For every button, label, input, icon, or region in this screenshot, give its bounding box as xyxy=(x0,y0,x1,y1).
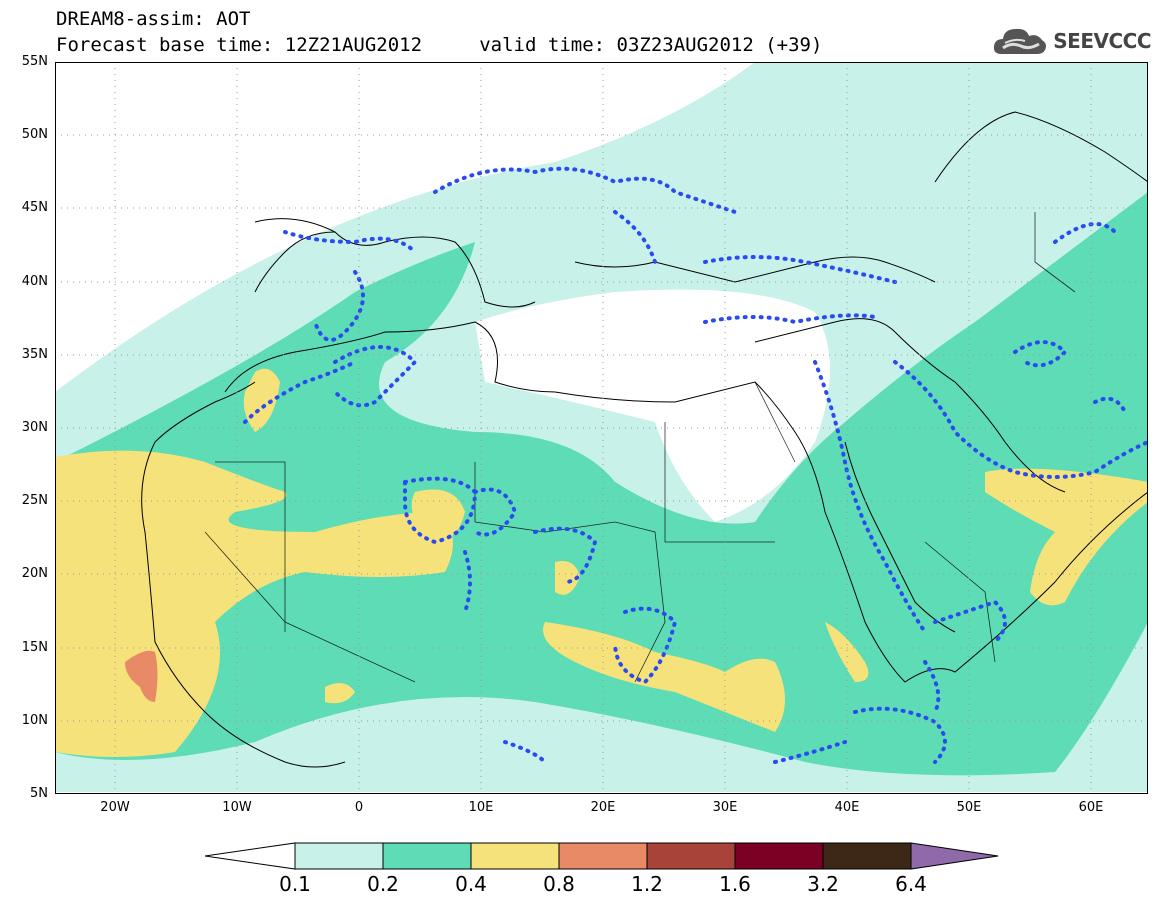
colorbar xyxy=(205,842,999,870)
y-tick-label: 15N xyxy=(21,640,48,655)
x-tick-label: 60E xyxy=(1078,800,1104,815)
x-tick-label: 10W xyxy=(222,800,252,815)
y-tick-label: 5N xyxy=(30,786,48,801)
aot-field-0.2 xyxy=(55,192,1148,776)
legend-label: 0.4 xyxy=(455,872,487,896)
aot-map xyxy=(55,62,1148,794)
x-tick-label: 40E xyxy=(834,800,860,815)
colorbar-low-arrow xyxy=(205,842,296,870)
cloud-icon xyxy=(994,28,1047,54)
colorbar-bin xyxy=(646,842,736,870)
y-tick-label: 55N xyxy=(21,54,48,69)
y-tick-label: 35N xyxy=(21,347,48,362)
y-tick-label: 40N xyxy=(21,274,48,289)
x-tick-label: 50E xyxy=(956,800,982,815)
x-tick-label: 20E xyxy=(590,800,616,815)
forecast-time-line: Forecast base time: 12Z21AUG2012 valid t… xyxy=(56,34,823,56)
seevccc-logo: SEEVCCC xyxy=(991,24,1151,58)
aot-field-0.8 xyxy=(125,650,158,702)
legend-label: 1.6 xyxy=(719,872,751,896)
clear-area xyxy=(475,289,830,522)
legend-label: 6.4 xyxy=(895,872,927,896)
colorbar-bin xyxy=(294,842,384,870)
legend-label: 0.2 xyxy=(367,872,399,896)
x-tick-label: 0 xyxy=(354,800,364,815)
colorbar-bin xyxy=(822,842,912,870)
x-tick-label: 20W xyxy=(100,800,130,815)
borders xyxy=(204,212,1076,683)
logo-text: SEEVCCC xyxy=(1053,29,1151,53)
dust-contours xyxy=(243,166,1148,764)
y-tick-label: 20N xyxy=(21,566,48,581)
legend-label: 3.2 xyxy=(807,872,839,896)
colorbar-high-arrow xyxy=(910,842,999,870)
map-title: DREAM8-assim: AOT xyxy=(56,8,251,30)
x-tick-label: 30E xyxy=(712,800,738,815)
colorbar-bin xyxy=(382,842,472,870)
y-tick-label: 45N xyxy=(21,200,48,215)
legend-label: 0.1 xyxy=(279,872,311,896)
colorbar-bin xyxy=(558,842,648,870)
x-tick-label: 10E xyxy=(468,800,494,815)
lat-lon-grid xyxy=(55,62,1148,794)
y-tick-label: 25N xyxy=(21,493,48,508)
legend-label: 1.2 xyxy=(631,872,663,896)
y-tick-label: 50N xyxy=(21,127,48,142)
colorbar-bin xyxy=(470,842,560,870)
y-tick-label: 10N xyxy=(21,713,48,728)
colorbar-bin xyxy=(734,842,824,870)
legend-label: 0.8 xyxy=(543,872,575,896)
y-tick-label: 30N xyxy=(21,420,48,435)
